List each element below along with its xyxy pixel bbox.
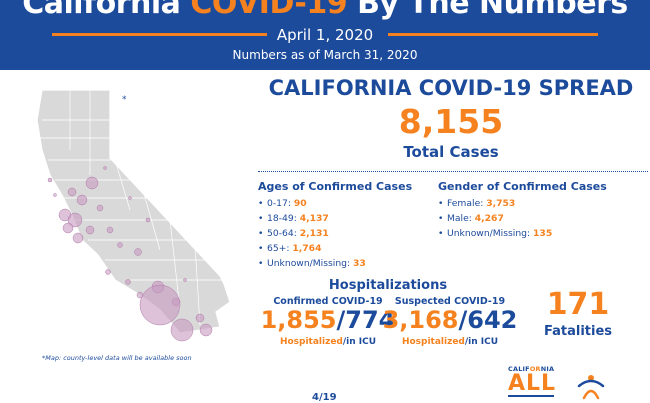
header-divider-left bbox=[52, 33, 267, 36]
gender-heading: Gender of Confirmed Cases bbox=[438, 180, 607, 193]
ages-list: • 0-17: 90 • 18-49: 4,137 • 50-64: 2,131 • 6… bbox=[258, 196, 366, 271]
header-divider-right bbox=[388, 33, 598, 36]
california-wordmark: CALIFORNIA bbox=[508, 365, 555, 373]
ages-heading: Ages of Confirmed Cases bbox=[258, 180, 413, 193]
list-item: • 0-17: 90 bbox=[258, 198, 307, 209]
list-item: • 65+: 1,764 bbox=[258, 243, 322, 254]
list-item: • Unknown/Missing: 135 bbox=[438, 228, 553, 239]
header-banner: California COVID-19 By The Numbers April… bbox=[0, 0, 650, 70]
numbers-as-of: Numbers as of March 31, 2020 bbox=[232, 48, 418, 62]
section-divider bbox=[258, 171, 648, 172]
county-lines bbox=[40, 90, 225, 326]
list-item: • Unknown/Missing: 33 bbox=[258, 258, 366, 269]
page-title: California COVID-19 By The Numbers bbox=[22, 0, 628, 21]
hospitalizations-heading: Hospitalizations bbox=[328, 278, 448, 293]
case-bubbles bbox=[47, 166, 213, 342]
fatalities-value: 171 bbox=[546, 287, 610, 322]
brand-underline bbox=[508, 395, 554, 397]
footer-fragment: 4/19 bbox=[312, 392, 337, 403]
report-date: April 1, 2020 bbox=[276, 26, 374, 44]
gender-list: • Female: 3,753 • Male: 4,267 • Unknown/Mis… bbox=[438, 196, 552, 241]
spread-heading: CALIFORNIA COVID-19 SPREAD bbox=[268, 76, 634, 100]
list-item: • 18-49: 4,137 bbox=[258, 213, 329, 224]
suspected-label: Suspected COVID-19 bbox=[394, 296, 506, 307]
list-item: • Female: 3,753 bbox=[438, 198, 516, 209]
confirmed-sublabel: Hospitalized/in ICU bbox=[279, 337, 377, 347]
fatalities-label: Fatalities bbox=[543, 324, 612, 339]
california-map bbox=[36, 89, 231, 342]
map-asterisk: * bbox=[122, 95, 127, 105]
list-item: • Male: 4,267 bbox=[438, 213, 504, 224]
suspected-values: 3,168/642 bbox=[382, 306, 518, 334]
all-wordmark: ALL bbox=[508, 371, 557, 396]
people-logo-icon bbox=[577, 375, 605, 400]
list-item: • 50-64: 2,131 bbox=[258, 228, 329, 239]
confirmed-label: Confirmed COVID-19 bbox=[273, 296, 383, 307]
total-cases-value: 8,155 bbox=[398, 102, 504, 141]
suspected-sublabel: Hospitalized/in ICU bbox=[401, 337, 499, 347]
confirmed-values: 1,855/774 bbox=[260, 306, 396, 334]
map-footnote: *Map: county-level data will be availabl… bbox=[42, 354, 192, 362]
total-cases-label: Total Cases bbox=[403, 143, 499, 161]
